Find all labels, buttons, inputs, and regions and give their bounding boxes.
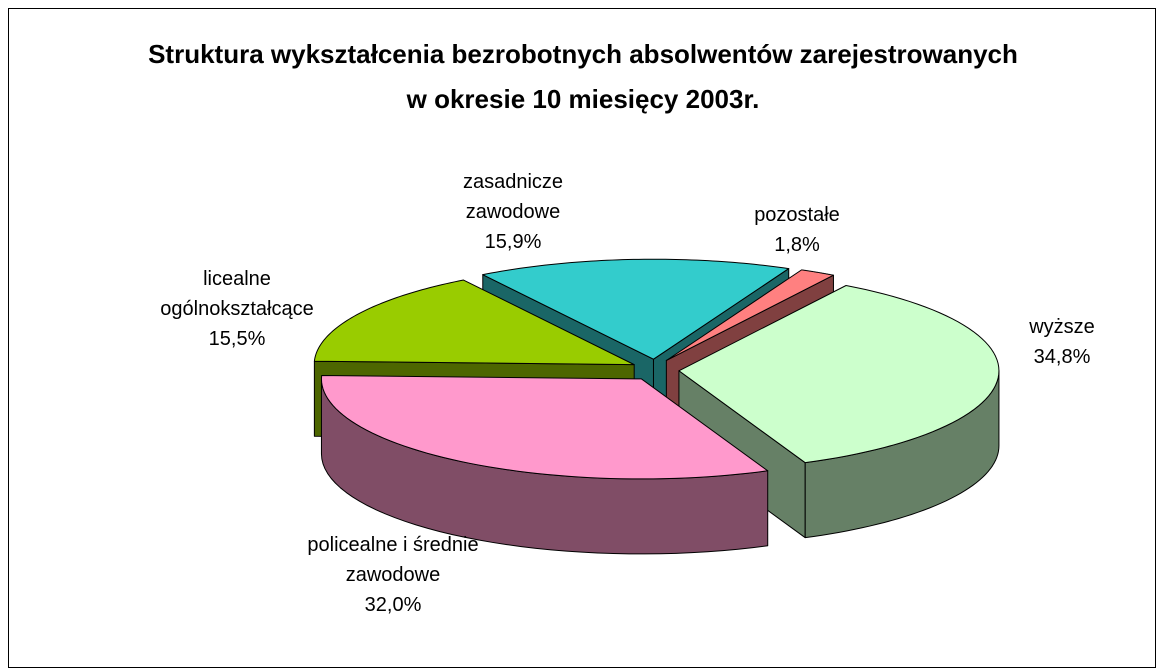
value-label: 15,9% [484, 231, 542, 253]
value-label: 15,5% [208, 328, 266, 350]
category-label: policealne i średnie zawodowe [307, 534, 479, 586]
category-label: licealne ogólnokształcące [160, 268, 314, 320]
chart-title: Struktura wykształcenia bezrobotnych abs… [148, 39, 1018, 114]
slice-top [320, 374, 769, 480]
category-label: zasadnicze zawodowe [462, 171, 564, 223]
slice-top [665, 269, 834, 361]
data-label: wyższe 34,8% [1017, 312, 1107, 372]
pie-slice [320, 374, 769, 555]
value-label: 34,8% [1033, 346, 1091, 368]
slice-top [482, 258, 790, 360]
data-label: zasadnicze zawodowe 15,9% [438, 167, 588, 257]
category-label: pozostałe [754, 204, 840, 226]
data-label: licealne ogólnokształcące 15,5% [142, 264, 332, 354]
slice-top [313, 279, 635, 366]
slice-top [678, 284, 1000, 464]
value-label: 1,8% [774, 234, 820, 256]
data-label: policealne i średnie zawodowe 32,0% [283, 530, 503, 620]
data-label: pozostałe 1,8% [737, 200, 857, 260]
value-label: 32,0% [364, 594, 422, 616]
pie-slice [678, 284, 1000, 539]
category-label: wyższe [1029, 316, 1095, 338]
